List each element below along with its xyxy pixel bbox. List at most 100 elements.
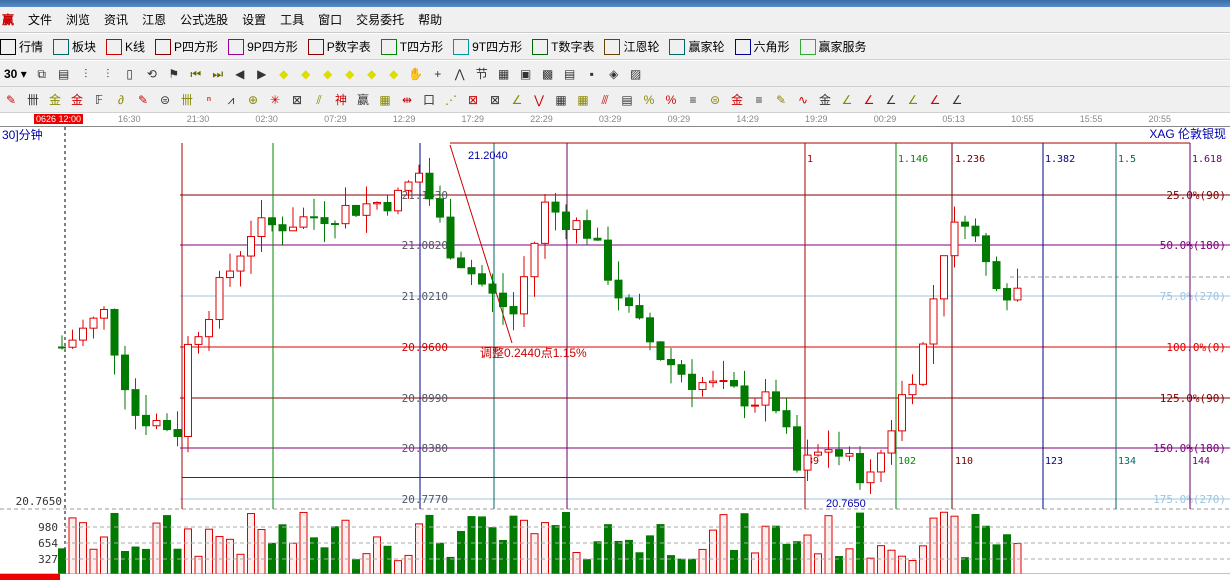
gann-chart[interactable]: 30]分钟 XAG 伦敦银现25.0%(90)21.143050.0%(180)2… [0,127,1230,574]
drawing-tool-icon-22[interactable]: ⊠ [489,92,501,107]
menu-item-3[interactable]: 江恩 [142,13,167,27]
drawing-tool-icon-5[interactable]: ∂ [118,92,124,107]
flag-icon[interactable]: ⚑ [168,66,180,81]
menu-item-8[interactable]: 交易委托 [356,13,405,27]
drawing-tool-icon-28[interactable]: ▤ [621,92,633,107]
drawing-tool-icon-23[interactable]: ∠ [511,92,523,107]
drawing-tool-icon-14[interactable]: ⫽ [316,92,322,107]
drawing-tool-icon-42[interactable]: ∠ [929,92,941,107]
menu-item-7[interactable]: 窗口 [318,13,343,27]
layout-icon[interactable]: ▦ [498,66,510,81]
drawing-tool-icon-30[interactable]: % [665,92,677,107]
toolbar-button-2[interactable]: K线 [106,38,145,55]
calendar-icon[interactable]: ▣ [520,66,532,81]
drawing-tool-icon-7[interactable]: ⊜ [159,92,171,107]
toolbar-button-4[interactable]: 9P四方形 [228,38,298,55]
toolbar-button-11[interactable]: 六角形 [734,38,790,55]
toolbar-button-10[interactable]: 赢家轮 [669,38,725,55]
drawing-tool-icon-2[interactable]: 金 [48,92,61,107]
drawing-tool-icon-32[interactable]: ⊜ [709,92,721,107]
calculator-icon[interactable]: ▩ [542,66,554,81]
drawing-tool-icon-38[interactable]: ∠ [841,92,853,107]
drawing-tool-icon-27[interactable]: ⫻ [601,92,609,107]
toolbar-button-0[interactable]: 行情 [0,38,43,55]
drawing-tool-icon-39[interactable]: ∠ [863,92,875,107]
reset-icon[interactable]: ⟲ [146,66,157,81]
trend-icon[interactable]: ⋀ [454,66,465,81]
drawing-tool-icon-12[interactable]: ✳ [269,92,281,107]
toolbar-button-9[interactable]: 江恩轮 [604,38,659,55]
drawing-tool-icon-4[interactable]: 𝔽 [94,92,104,107]
drawing-tool-icon-19[interactable]: 口 [422,92,435,107]
toolbar-button-6[interactable]: T四方形 [380,38,443,55]
zoom-out-icon[interactable]: ◆ [389,66,399,81]
menu-item-2[interactable]: 资讯 [104,13,129,27]
bars9-icon[interactable]: ⫶ [106,66,110,81]
drawing-tool-icon-29[interactable]: % [643,92,655,107]
candle-body [467,267,476,275]
candle-type-icon[interactable]: ▯ [126,66,134,81]
drawing-tool-icon-26[interactable]: ▦ [577,92,589,107]
menu-item-9[interactable]: 帮助 [418,13,443,27]
menu-item-1[interactable]: 浏览 [66,13,91,27]
drawing-tool-icon-0[interactable]: ✎ [5,92,17,107]
drawing-tool-icon-9[interactable]: ⁿ [206,92,212,107]
drawing-tool-icon-18[interactable]: ⇹ [401,92,413,107]
save-icon[interactable]: ▪ [589,66,594,81]
drawing-tool-icon-8[interactable]: 卌 [180,92,193,107]
list-icon[interactable]: ▤ [58,66,70,81]
toolbar-button-7[interactable]: 9T四方形 [453,38,522,55]
print-icon[interactable]: ▨ [630,66,642,81]
menu-item-5[interactable]: 设置 [242,13,267,27]
network-icon[interactable]: ◈ [609,66,619,81]
toolbar-button-8[interactable]: T数字表 [532,38,594,55]
node-icon[interactable]: 节 [475,66,488,81]
notes-icon[interactable]: ▤ [564,66,576,81]
drawing-tool-icon-40[interactable]: ∠ [885,92,897,107]
drawing-tool-icon-31[interactable]: ≡ [689,92,697,107]
last-icon[interactable]: ⏭ [212,66,224,81]
drawing-tool-icon-24[interactable]: ⋁ [534,92,544,107]
toolbar-button-1[interactable]: 板块 [53,38,96,55]
move-right-icon[interactable]: ◆ [301,66,311,81]
move-left-icon[interactable]: ◆ [279,66,289,81]
drawing-tool-icon-6[interactable]: ✎ [137,92,149,107]
copy-icon[interactable]: ⧉ [37,66,46,81]
drawing-tool-icon-15[interactable]: 神 [334,92,347,107]
drawing-tool-icon-37[interactable]: 金 [818,92,831,107]
hand-icon[interactable]: ✋ [408,66,424,81]
drawing-tool-icon-16[interactable]: 赢 [356,92,369,107]
toolbar-button-12[interactable]: 赢家服务 [799,38,867,55]
expand-icon[interactable]: ◆ [323,66,333,81]
toolbar-button-3[interactable]: P四方形 [155,38,218,55]
drawing-tool-icon-20[interactable]: ⋰ [445,92,457,107]
crosshair-icon[interactable]: + [434,66,442,81]
drawing-tool-icon-17[interactable]: ▦ [379,92,391,107]
drawing-tool-icon-36[interactable]: ∿ [797,92,809,107]
menu-item-6[interactable]: 工具 [280,13,305,27]
drawing-tool-icon-1[interactable]: 卌 [26,92,39,107]
shrink-icon[interactable]: ◆ [345,66,355,81]
drawing-tool-icon-34[interactable]: ≡ [755,92,763,107]
bars-icon[interactable]: ⫶ [84,66,88,81]
menu-item-0[interactable]: 文件 [28,13,53,27]
drawing-tool-icon-33[interactable]: 金 [730,92,743,107]
volume-bar [457,530,465,574]
drawing-tool-icon-43[interactable]: ∠ [951,92,963,107]
gann-wheel-icon [604,38,621,55]
next-icon[interactable]: ▶ [257,66,267,81]
drawing-tool-icon-13[interactable]: ⊠ [291,92,303,107]
first-icon[interactable]: ⏮ [190,66,202,81]
zoom-in-icon[interactable]: ◆ [367,66,377,81]
prev-icon[interactable]: ◀ [235,66,245,81]
period-select[interactable]: 30 ▾ [4,66,27,81]
toolbar-button-5[interactable]: P数字表 [307,38,371,55]
drawing-tool-icon-25[interactable]: ▦ [555,92,567,107]
drawing-tool-icon-11[interactable]: ⊕ [247,92,259,107]
drawing-tool-icon-35[interactable]: ✎ [775,92,787,107]
drawing-tool-icon-10[interactable]: ⩘ [227,92,235,107]
drawing-tool-icon-41[interactable]: ∠ [907,92,919,107]
drawing-tool-icon-21[interactable]: ⊠ [467,92,479,107]
menu-item-4[interactable]: 公式选股 [180,13,229,27]
drawing-tool-icon-3[interactable]: 金 [70,92,83,107]
